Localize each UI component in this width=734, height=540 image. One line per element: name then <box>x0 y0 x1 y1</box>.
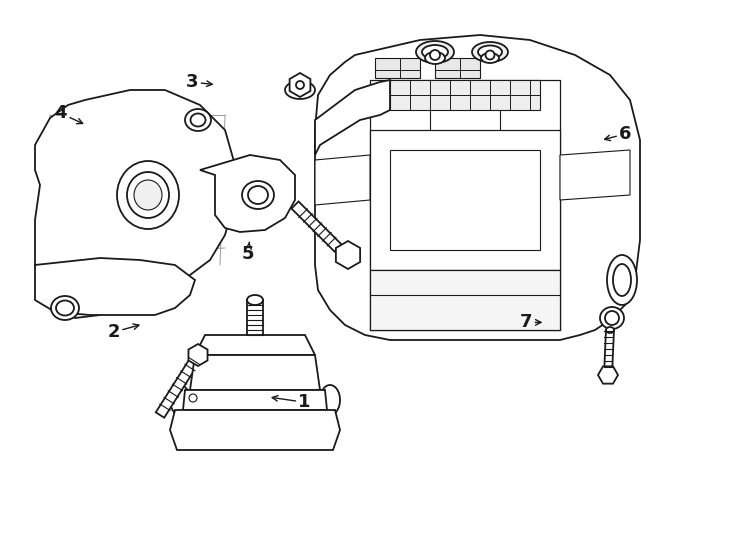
Polygon shape <box>247 300 263 335</box>
Text: 2: 2 <box>107 323 139 341</box>
Ellipse shape <box>478 45 502 58</box>
Ellipse shape <box>472 42 508 62</box>
Ellipse shape <box>242 181 274 209</box>
Ellipse shape <box>422 45 448 59</box>
Ellipse shape <box>613 264 631 296</box>
Polygon shape <box>375 58 420 78</box>
Ellipse shape <box>56 300 74 315</box>
Ellipse shape <box>485 51 495 59</box>
Polygon shape <box>598 366 618 383</box>
Ellipse shape <box>599 370 617 380</box>
Polygon shape <box>315 35 640 340</box>
Polygon shape <box>390 80 540 110</box>
Polygon shape <box>390 150 540 250</box>
Ellipse shape <box>185 109 211 131</box>
Polygon shape <box>336 241 360 269</box>
Ellipse shape <box>425 52 445 64</box>
Ellipse shape <box>296 81 304 89</box>
Ellipse shape <box>481 53 499 63</box>
Polygon shape <box>291 201 341 252</box>
Text: 4: 4 <box>54 104 83 124</box>
Ellipse shape <box>248 186 268 204</box>
Ellipse shape <box>51 296 79 320</box>
Ellipse shape <box>606 327 614 333</box>
Polygon shape <box>290 73 310 97</box>
Polygon shape <box>604 330 614 375</box>
Polygon shape <box>560 150 630 200</box>
Text: 1: 1 <box>272 393 311 411</box>
Text: 7: 7 <box>520 313 541 332</box>
Text: 6: 6 <box>605 125 632 143</box>
Polygon shape <box>315 155 370 205</box>
Text: 3: 3 <box>186 73 212 91</box>
Polygon shape <box>170 410 340 450</box>
Ellipse shape <box>416 41 454 63</box>
Ellipse shape <box>247 295 263 305</box>
Ellipse shape <box>600 307 624 329</box>
Ellipse shape <box>285 81 315 99</box>
Polygon shape <box>370 270 560 330</box>
Polygon shape <box>35 90 235 318</box>
Ellipse shape <box>189 349 207 361</box>
Ellipse shape <box>320 385 340 415</box>
Ellipse shape <box>170 385 190 415</box>
Polygon shape <box>195 335 315 355</box>
Polygon shape <box>156 352 203 417</box>
Polygon shape <box>200 155 295 232</box>
Polygon shape <box>189 344 208 366</box>
Polygon shape <box>190 355 320 390</box>
Polygon shape <box>315 80 390 155</box>
Ellipse shape <box>607 255 637 305</box>
Ellipse shape <box>134 180 162 210</box>
Polygon shape <box>183 390 327 410</box>
Polygon shape <box>435 58 480 78</box>
Ellipse shape <box>189 394 197 402</box>
Ellipse shape <box>191 113 206 126</box>
Ellipse shape <box>127 172 169 218</box>
Polygon shape <box>370 130 560 270</box>
Text: 5: 5 <box>241 242 255 263</box>
Ellipse shape <box>430 50 440 60</box>
Ellipse shape <box>337 248 359 262</box>
Ellipse shape <box>117 161 179 229</box>
Ellipse shape <box>605 311 619 325</box>
Polygon shape <box>35 258 195 315</box>
